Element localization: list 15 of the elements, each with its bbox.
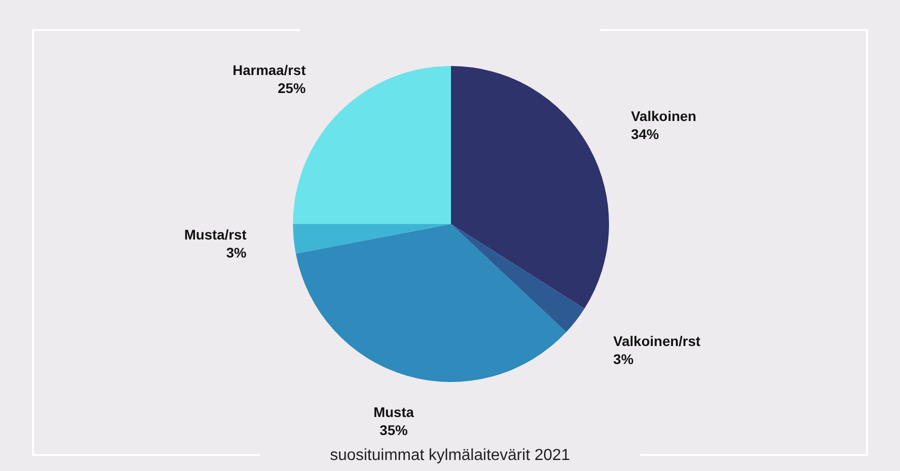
text: suosituimmat kylmälaitevärit 2021 <box>330 447 570 464</box>
data-label: 34% <box>630 126 660 142</box>
pie-slice <box>293 224 451 254</box>
data-label: 3% <box>226 244 248 260</box>
pie-slice <box>451 66 609 309</box>
pie-slice <box>451 224 584 332</box>
pie-slice <box>296 224 566 382</box>
data-label: 3% <box>613 350 634 367</box>
data-label: 25% <box>278 80 306 96</box>
slice-label: Valkoinen <box>630 108 696 124</box>
slice-label: Musta/rst <box>184 226 247 242</box>
slice-label: Valkoinen/rst <box>613 332 701 349</box>
slice-label: Musta <box>373 404 414 420</box>
slice-label: Harmaa/rst <box>232 62 306 78</box>
data-label: 35% <box>380 422 408 438</box>
